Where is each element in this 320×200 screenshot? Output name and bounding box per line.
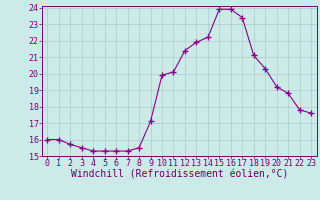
X-axis label: Windchill (Refroidissement éolien,°C): Windchill (Refroidissement éolien,°C): [70, 169, 288, 179]
